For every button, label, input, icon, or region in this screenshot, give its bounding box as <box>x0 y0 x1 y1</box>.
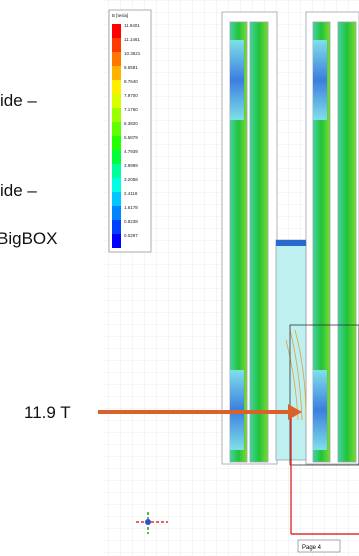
page: B [tesla] 11.9401 11.1461 10.3521 9.5581 8.7… <box>0 0 359 556</box>
color-swatch <box>112 220 121 234</box>
legend: B [tesla] 11.9401 11.1461 10.3521 9.5581 8.7… <box>109 10 151 252</box>
legend-value: 10.3521 <box>124 51 141 56</box>
legend-value: 9.5581 <box>124 65 138 70</box>
annotation: 11.9 T <box>24 403 71 422</box>
color-swatch <box>112 122 121 136</box>
color-swatch <box>112 234 121 248</box>
legend-value: 3.9999 <box>124 163 138 168</box>
legend-value: 0.8238 <box>124 219 138 224</box>
slide-text: BigBOX <box>0 229 57 248</box>
legend-value: 11.9401 <box>124 23 140 28</box>
legend-value: 5.5879 <box>124 135 138 140</box>
color-swatch <box>112 136 121 150</box>
legend-title: B [tesla] <box>112 13 128 18</box>
slide-text: ide – <box>0 91 37 110</box>
legend-value: 8.7640 <box>124 79 138 84</box>
color-swatch <box>112 80 121 94</box>
color-swatch <box>112 94 121 108</box>
color-swatch <box>112 66 121 80</box>
slide-text: ide – <box>0 181 37 200</box>
color-swatch <box>112 192 121 206</box>
legend-value: 4.7939 <box>124 149 138 154</box>
color-swatch <box>112 178 121 192</box>
color-swatch <box>112 164 121 178</box>
legend-value: 3.2058 <box>124 177 138 182</box>
color-swatch <box>112 108 121 122</box>
color-swatch <box>112 150 121 164</box>
legend-value: 2.4118 <box>124 191 138 196</box>
color-swatch <box>112 38 121 52</box>
color-swatch <box>112 52 121 66</box>
legend-value: 1.6178 <box>124 205 138 210</box>
slide: B [tesla] 11.9401 11.1461 10.3521 9.5581 8.7… <box>0 0 359 556</box>
color-swatch <box>112 206 121 220</box>
page-label: Page 4 <box>302 545 322 551</box>
legend-value: 7.1760 <box>124 107 138 112</box>
legend-value: 0.0297 <box>124 233 138 238</box>
legend-value: 11.1461 <box>124 37 140 42</box>
legend-value: 6.3820 <box>124 121 138 126</box>
color-swatch <box>112 24 121 38</box>
legend-value: 7.9700 <box>124 93 138 98</box>
